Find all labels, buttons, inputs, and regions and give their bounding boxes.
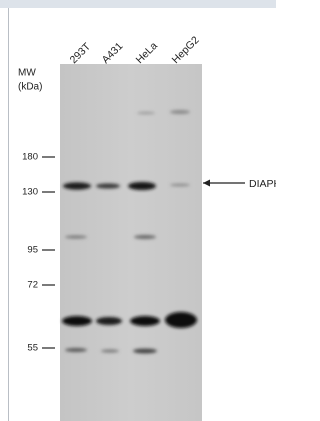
band <box>170 184 190 187</box>
band <box>130 316 160 326</box>
band <box>65 348 87 352</box>
lane-label: HeLa <box>134 40 160 66</box>
mw-unit: (kDa) <box>18 82 42 93</box>
lane-label: HepG2 <box>170 34 202 66</box>
band <box>96 183 120 188</box>
band <box>128 182 156 190</box>
lane-label: A431 <box>100 40 126 66</box>
mw-label: MW <box>18 68 36 79</box>
band <box>63 182 91 189</box>
band <box>62 316 92 326</box>
marker-label: 95 <box>27 245 38 256</box>
marker-label: 72 <box>27 280 38 291</box>
band <box>165 312 197 328</box>
band <box>134 235 156 239</box>
lane-label: 293T <box>68 40 94 66</box>
band <box>133 349 157 354</box>
marker-label: 55 <box>27 343 38 354</box>
band <box>101 349 119 352</box>
band <box>96 317 122 325</box>
band <box>65 235 87 238</box>
target-label: DIAPH3 <box>249 178 276 190</box>
page: MW (kDa) DIAPH3 293TA431 HeLa HepG2 180 130 9… <box>0 0 320 421</box>
band <box>170 110 190 114</box>
membrane <box>60 64 202 421</box>
marker-label: 130 <box>22 187 38 198</box>
marker-label: 180 <box>22 152 38 163</box>
top-strip <box>0 0 276 8</box>
target-arrowhead <box>203 180 210 187</box>
band <box>137 112 155 115</box>
